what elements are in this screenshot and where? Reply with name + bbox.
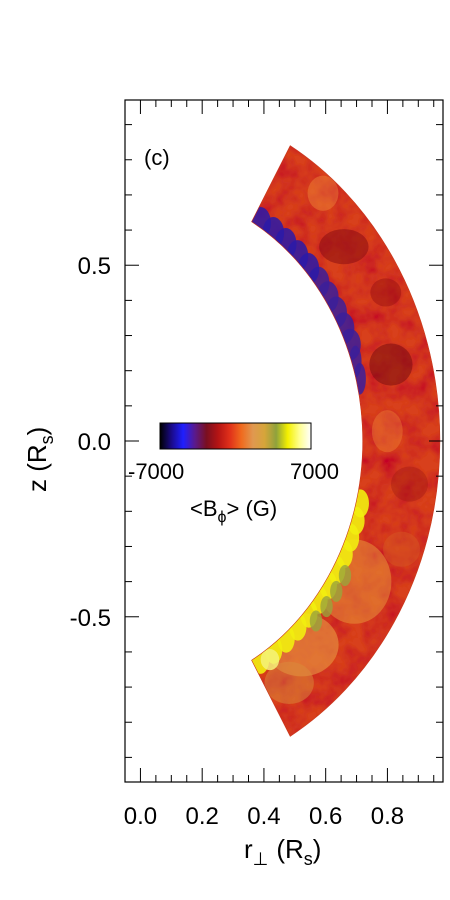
light-patch [307, 175, 339, 211]
x-axis-title: r⊥ (Rs) [244, 834, 321, 869]
x-tick-label: 0.0 [124, 803, 157, 830]
colorbar-title-sub: ϕ [218, 509, 227, 526]
colorbar-title-close: > (G) [227, 496, 278, 521]
y-axis-title: z (Rs) [22, 427, 57, 492]
x-axis-title-unit: (R [276, 834, 303, 864]
light-patch [371, 410, 403, 453]
x-tick-labels: 0.0 0.2 0.4 0.6 0.8 [124, 803, 404, 830]
dark-patch [319, 229, 369, 265]
x-tick-label: 0.4 [247, 803, 280, 830]
colorbar [159, 422, 312, 450]
red-patch [383, 531, 421, 567]
colorbar-title: <Bϕ> (G) [190, 496, 277, 526]
positive-field-edge [338, 564, 352, 587]
dark-patch [370, 278, 402, 307]
x-tick-label: 0.8 [371, 803, 404, 830]
y-tick-label: 0.0 [78, 429, 111, 456]
x-tick-label: 0.2 [185, 803, 218, 830]
x-axis-title-sub: ⊥ [253, 849, 269, 869]
colorbar-max-label: 7000 [290, 459, 339, 484]
x-axis-title-close: ) [313, 834, 322, 864]
tan-region [264, 661, 314, 704]
colorbar-title-open: <B [190, 496, 218, 521]
positive-field-edge [320, 596, 333, 618]
y-tick-label: -0.5 [70, 605, 111, 632]
y-tick-label: 0.5 [78, 253, 111, 280]
positive-field-edge [309, 610, 323, 632]
dark-patch [369, 343, 413, 386]
positive-field-band [260, 649, 280, 671]
dark-patch [390, 466, 429, 502]
y-tick-labels: 0.5 0.0 -0.5 [70, 253, 111, 632]
x-tick-label: 0.6 [309, 803, 342, 830]
positive-field-edge [330, 580, 343, 602]
y-axis-title-sub: s [37, 435, 57, 444]
y-axis-title-main: z (R [22, 444, 52, 492]
x-axis-title-unit-sub: s [304, 849, 313, 869]
axis-ticks [125, 100, 443, 782]
panel-label: (c) [144, 145, 170, 170]
y-axis-title-close: ) [22, 427, 52, 436]
shell-outline [251, 145, 441, 737]
colorbar-min-label: -7000 [128, 459, 184, 484]
x-axis-title-main: r [244, 834, 253, 864]
